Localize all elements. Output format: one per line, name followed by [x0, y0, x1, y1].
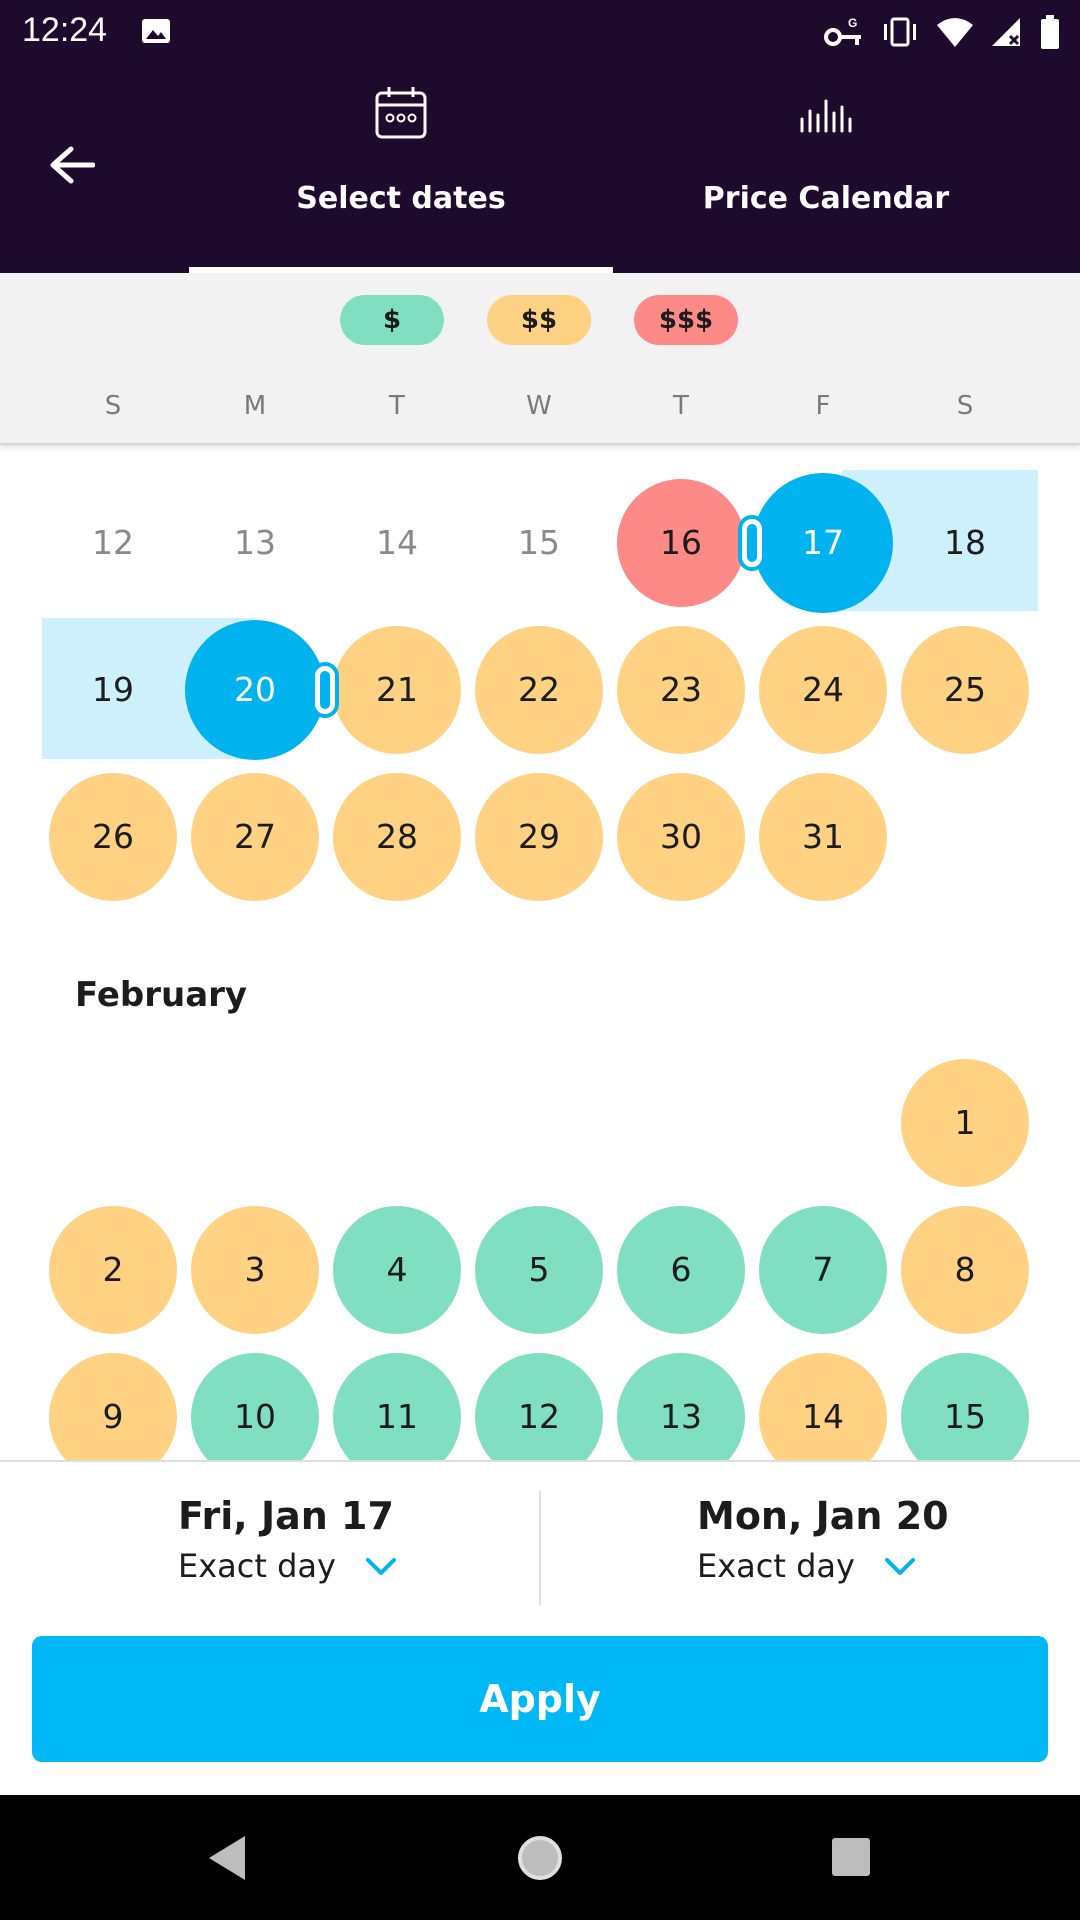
- date-summary: Fri, Jan 17 Exact day Mon, Jan 20 Exact …: [0, 1460, 1080, 1606]
- status-bar: 12:24 G: [0, 0, 1080, 63]
- day-cell[interactable]: 4: [333, 1206, 461, 1334]
- departure-selector[interactable]: Fri, Jan 17 Exact day: [0, 1462, 540, 1597]
- tab-price-calendar[interactable]: Price Calendar: [614, 63, 1038, 273]
- day-cell[interactable]: 29: [475, 773, 603, 901]
- tab-price-calendar-label: Price Calendar: [702, 181, 950, 216]
- battery-icon: [1041, 15, 1059, 49]
- day-cell[interactable]: 25: [901, 626, 1029, 754]
- day-cell[interactable]: 6: [617, 1206, 745, 1334]
- range-handle[interactable]: [738, 515, 766, 571]
- day-cell[interactable]: 1: [901, 1059, 1029, 1187]
- day-cell[interactable]: 3: [191, 1206, 319, 1334]
- day-cell[interactable]: 19: [92, 670, 134, 709]
- price-legend-mid: $$: [487, 295, 591, 345]
- weekday-label: T: [673, 391, 689, 421]
- day-cell[interactable]: 5: [475, 1206, 603, 1334]
- day-cell[interactable]: 20: [185, 620, 325, 760]
- day-cell[interactable]: 23: [617, 626, 745, 754]
- departure-flex-label: Exact day: [178, 1547, 336, 1585]
- price-legend-high: $$$: [634, 295, 738, 345]
- range-handle[interactable]: [311, 662, 339, 718]
- weekday-label: W: [526, 391, 552, 421]
- apply-button[interactable]: Apply: [32, 1636, 1048, 1762]
- day-cell[interactable]: 21: [333, 626, 461, 754]
- price-legend-bar: $ $$ $$$ S M T W T F S: [0, 273, 1080, 445]
- day-cell[interactable]: 26: [49, 773, 177, 901]
- departure-date: Fri, Jan 17: [178, 1494, 394, 1538]
- day-cell[interactable]: 24: [759, 626, 887, 754]
- weekday-label: T: [389, 391, 405, 421]
- return-selector[interactable]: Mon, Jan 20 Exact day: [540, 1462, 1080, 1597]
- summary-divider: [539, 1490, 541, 1606]
- day-cell[interactable]: 8: [901, 1206, 1029, 1334]
- day-cell[interactable]: 2: [49, 1206, 177, 1334]
- day-cell[interactable]: 27: [191, 773, 319, 901]
- svg-text:G: G: [848, 16, 857, 30]
- return-date: Mon, Jan 20: [697, 1494, 949, 1538]
- back-button[interactable]: [40, 133, 104, 197]
- image-icon: [142, 19, 170, 43]
- day-cell[interactable]: 13: [617, 1353, 745, 1460]
- day-cell[interactable]: 11: [333, 1353, 461, 1460]
- day-cell[interactable]: 10: [191, 1353, 319, 1460]
- range-handle-grip: [320, 671, 330, 709]
- day-cell[interactable]: 22: [475, 626, 603, 754]
- chevron-down-icon: [365, 1558, 396, 1575]
- tab-select-dates[interactable]: Select dates: [189, 63, 613, 273]
- tab-select-dates-label: Select dates: [296, 181, 506, 216]
- weekday-label: M: [243, 391, 267, 421]
- status-icons: G: [824, 10, 1060, 54]
- day-cell[interactable]: 16: [617, 479, 745, 607]
- weekday-label: F: [815, 391, 831, 421]
- nav-home-icon[interactable]: [515, 1833, 565, 1883]
- active-tab-indicator: [189, 267, 613, 273]
- day-cell[interactable]: 17: [753, 473, 893, 613]
- day-cell[interactable]: 12: [92, 523, 134, 562]
- return-flex-dropdown[interactable]: Exact day: [697, 1547, 917, 1585]
- header: Select dates Price Calendar: [0, 63, 1080, 273]
- status-time: 12:24: [22, 11, 108, 49]
- nav-back-icon[interactable]: [205, 1833, 251, 1883]
- day-cell[interactable]: 15: [518, 523, 560, 562]
- day-cell[interactable]: 28: [333, 773, 461, 901]
- bars-icon: [800, 99, 852, 133]
- day-cell[interactable]: 31: [759, 773, 887, 901]
- system-nav-bar: [0, 1795, 1080, 1920]
- month-title: February: [75, 975, 248, 1015]
- calendar-grid: February 12 13 14 15 16 17 18 19 20 21 22 23 24 25 26 2…: [0, 445, 1080, 1460]
- range-handle-grip: [747, 524, 757, 562]
- weekday-label: S: [956, 391, 974, 421]
- weekday-label: S: [104, 391, 122, 421]
- day-cell[interactable]: 30: [617, 773, 745, 901]
- vpn-key-icon: G: [824, 16, 861, 46]
- return-flex-label: Exact day: [697, 1547, 855, 1585]
- vibrate-icon: [884, 17, 916, 47]
- price-legend-low: $: [340, 295, 444, 345]
- day-cell[interactable]: 13: [234, 523, 276, 562]
- nav-recents-icon[interactable]: [830, 1836, 872, 1878]
- day-cell[interactable]: 14: [759, 1353, 887, 1460]
- day-cell[interactable]: 9: [49, 1353, 177, 1460]
- day-cell[interactable]: 14: [376, 523, 418, 562]
- day-cell[interactable]: 7: [759, 1206, 887, 1334]
- chevron-down-icon: [884, 1558, 915, 1575]
- day-cell[interactable]: 12: [475, 1353, 603, 1460]
- day-cell[interactable]: 18: [944, 523, 986, 562]
- wifi-icon: [937, 18, 973, 47]
- calendar-icon: [375, 87, 427, 139]
- departure-flex-dropdown[interactable]: Exact day: [178, 1547, 398, 1585]
- day-cell[interactable]: 15: [901, 1353, 1029, 1460]
- signal-icon: [992, 18, 1020, 46]
- arrow-left-icon: [50, 146, 95, 184]
